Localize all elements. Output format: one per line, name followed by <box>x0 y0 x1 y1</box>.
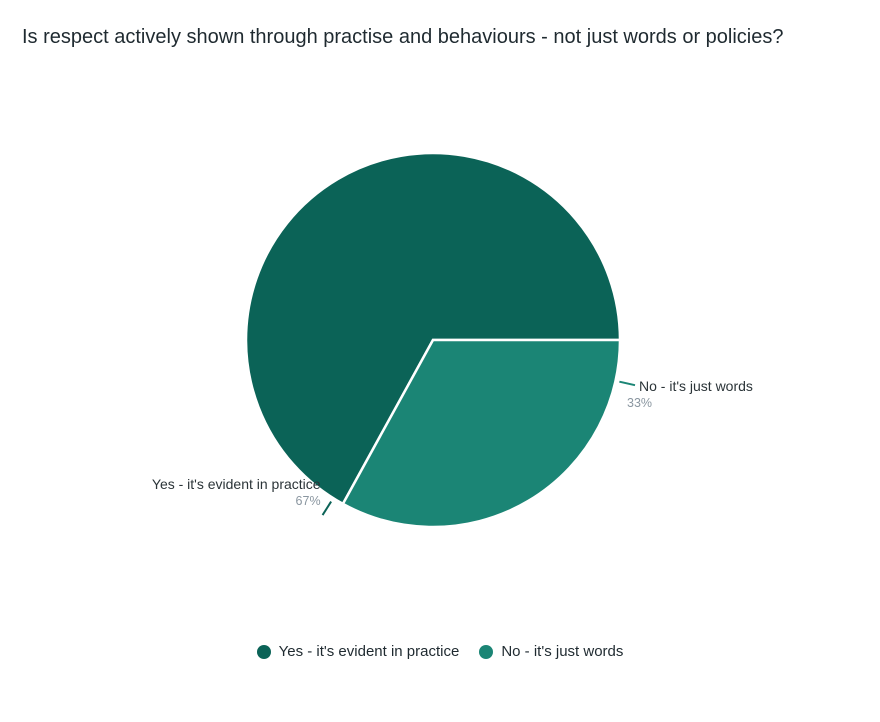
slice-percent-no: 33% <box>627 396 652 410</box>
slice-label-no: No - it's just words <box>639 378 753 394</box>
chart-title: Is respect actively shown through practi… <box>22 26 784 48</box>
legend-swatch-yes <box>256 644 271 659</box>
slice-labels: Yes - it's evident in practice 67% No - it… <box>152 378 753 516</box>
leader-line-yes <box>321 501 332 516</box>
slice-percent-yes: 67% <box>296 494 321 508</box>
pie-slice-no[interactable] <box>341 338 622 529</box>
legend-swatch-no <box>479 644 494 659</box>
leader-line-no <box>619 380 636 387</box>
legend-label-no: No - it's just words <box>501 643 624 660</box>
pie-slice-yes[interactable] <box>244 151 622 506</box>
legend-label-yes: Yes - it's evident in practice <box>278 643 460 660</box>
legend: Yes - it's evident in practice No - it's… <box>0 643 880 660</box>
legend-item-yes[interactable]: Yes - it's evident in practice <box>256 643 460 660</box>
legend-item-no[interactable]: No - it's just words <box>479 643 623 660</box>
pie-slices <box>244 151 622 529</box>
slice-label-yes: Yes - it's evident in practice <box>152 476 321 492</box>
